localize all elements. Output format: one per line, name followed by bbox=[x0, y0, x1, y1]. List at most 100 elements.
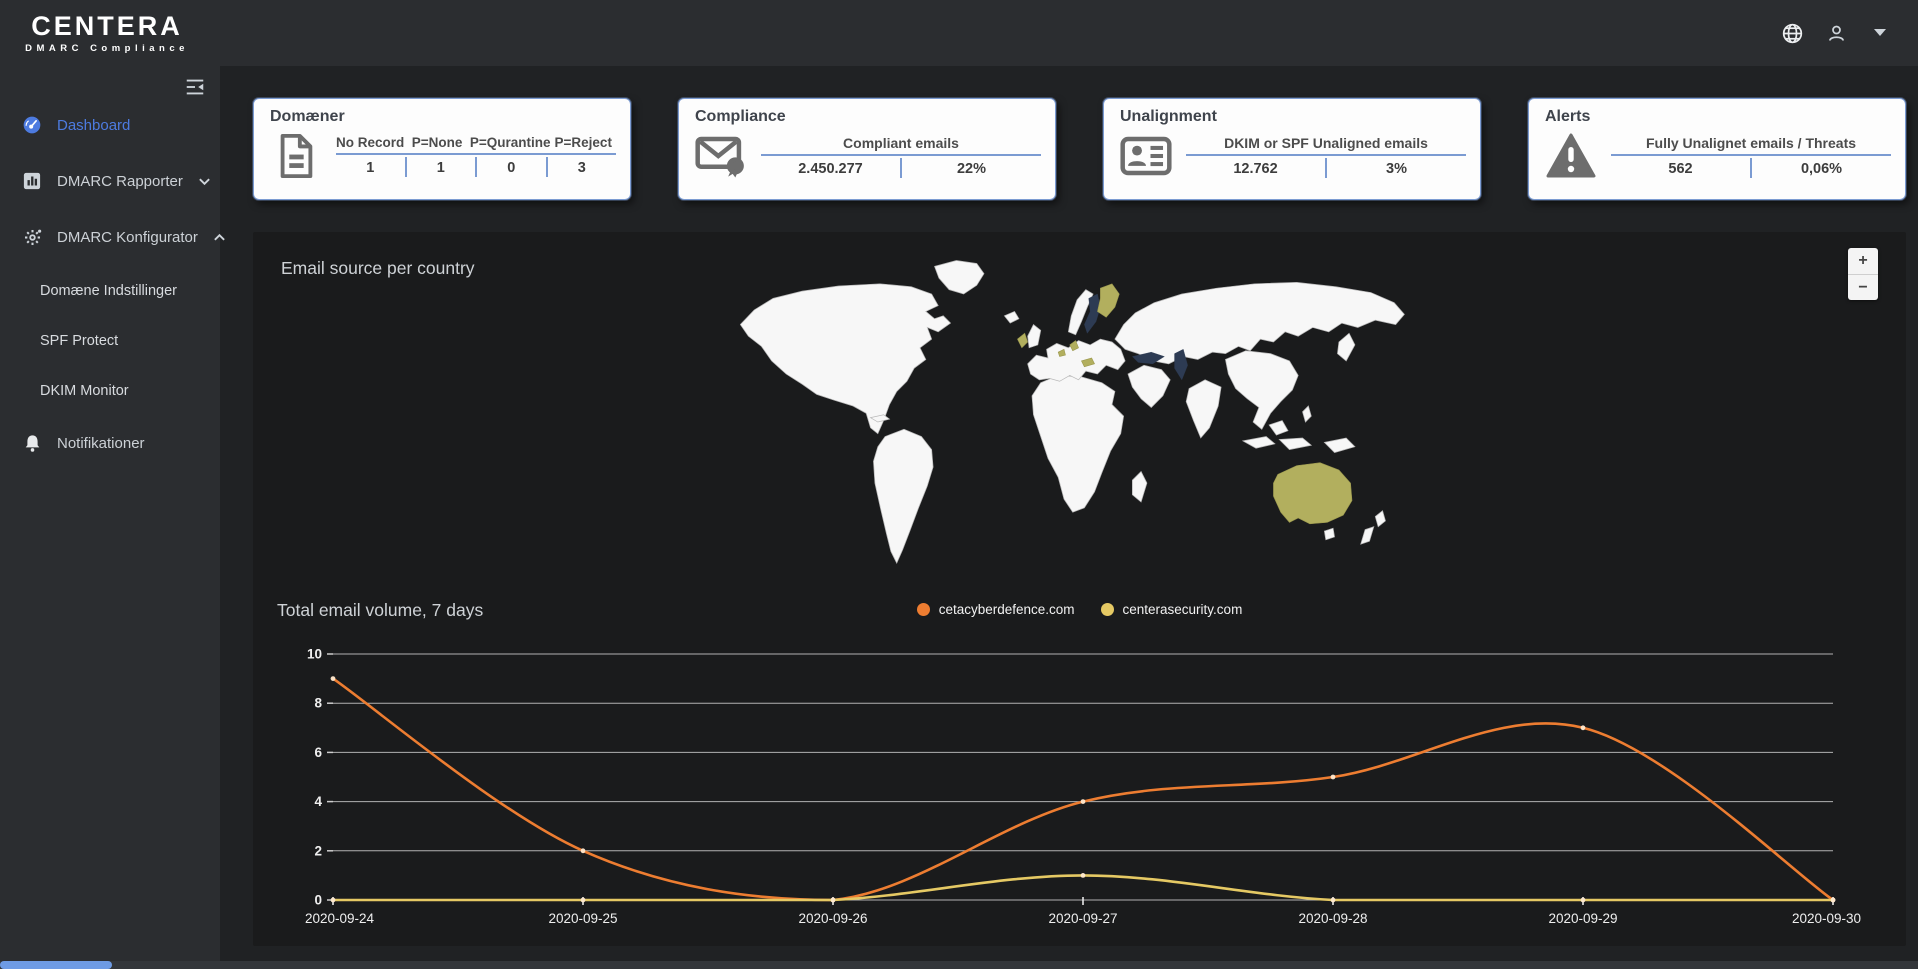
certified-mail-icon bbox=[695, 130, 747, 182]
card-value: 562 bbox=[1668, 160, 1693, 177]
sidebar-item-notifikationer[interactable]: Notifikationer bbox=[0, 428, 220, 458]
data-point bbox=[1330, 897, 1336, 903]
card-table: Compliant emails 2.450.277 22% bbox=[761, 135, 1041, 178]
card-column-value: 3 bbox=[545, 157, 617, 177]
map-finland bbox=[1096, 283, 1120, 318]
map-zoom-in-button[interactable]: + bbox=[1858, 252, 1868, 269]
card-alerts: Alerts Fully Unalignet emails / Threats 56… bbox=[1528, 98, 1906, 200]
x-tick-label: 2020-09-29 bbox=[1548, 911, 1617, 926]
globe-icon[interactable] bbox=[1780, 21, 1804, 45]
map-caspian-sea bbox=[1173, 349, 1188, 381]
card-divider-line bbox=[336, 153, 616, 155]
caret-down-icon[interactable] bbox=[1868, 21, 1892, 45]
sidebar-item-spf-protect[interactable]: SPF Protect bbox=[40, 333, 119, 349]
x-tick-label: 2020-09-27 bbox=[1048, 911, 1117, 926]
card-divider-line bbox=[761, 153, 1041, 156]
sidebar-item-dmarc-rapporter[interactable]: DMARC Rapporter bbox=[0, 166, 220, 196]
map-java bbox=[1277, 437, 1312, 451]
bell-icon bbox=[22, 433, 42, 453]
topbar-icons bbox=[1780, 21, 1918, 45]
user-icon[interactable] bbox=[1824, 21, 1848, 45]
card-title: Unalignment bbox=[1120, 108, 1217, 125]
sidebar-item-dmarc-konfigurator[interactable]: DMARC Konfigurator bbox=[0, 222, 225, 252]
data-point bbox=[1080, 873, 1086, 878]
menu-fold-icon[interactable] bbox=[184, 76, 206, 98]
card-title: Alerts bbox=[1545, 108, 1591, 125]
horizontal-scrollbar[interactable] bbox=[0, 961, 1918, 969]
card-column-header: P=None bbox=[411, 135, 463, 150]
data-point bbox=[330, 897, 336, 903]
card-value: 22% bbox=[900, 157, 1041, 178]
map-netherlands bbox=[1057, 348, 1066, 357]
world-map-svg bbox=[739, 260, 1405, 564]
card-domaener: Domæner No Record P=None P=Qurantine P=Rejec… bbox=[253, 98, 631, 200]
chevron-up-icon bbox=[213, 230, 226, 244]
data-point bbox=[1080, 799, 1086, 804]
legend-item-cetacyberdefence.com[interactable]: cetacyberdefence.com bbox=[916, 602, 1075, 617]
legend-dot bbox=[916, 603, 930, 616]
x-tick-label: 2020-09-26 bbox=[798, 911, 867, 926]
map-sweden bbox=[1083, 293, 1101, 334]
map-south-america bbox=[872, 428, 933, 564]
sidebar-item-dashboard[interactable]: Dashboard bbox=[0, 110, 220, 140]
map-asia bbox=[1113, 281, 1405, 365]
map-europe bbox=[1026, 338, 1126, 382]
dashboard-panel: Email source per country + − bbox=[253, 232, 1906, 946]
map-iceland bbox=[1003, 310, 1019, 324]
main-content: Domæner No Record P=None P=Qurantine P=Rejec… bbox=[220, 0, 1918, 946]
sidebar-item-label: DMARC Rapporter bbox=[57, 172, 183, 190]
map-sumatra bbox=[1241, 436, 1276, 449]
card-value: 3% bbox=[1325, 157, 1466, 178]
legend-label: cetacyberdefence.com bbox=[938, 602, 1075, 617]
map-australia bbox=[1272, 462, 1352, 525]
map-new-guinea bbox=[1323, 437, 1356, 453]
card-column-header: P=Qurantine bbox=[469, 135, 551, 150]
data-point bbox=[830, 897, 836, 903]
data-point bbox=[1580, 897, 1586, 903]
chevron-down-icon bbox=[198, 174, 211, 188]
card-title: Compliance bbox=[695, 108, 786, 125]
legend-label: centerasecurity.com bbox=[1122, 602, 1243, 617]
x-tick-label: 2020-09-25 bbox=[548, 911, 617, 926]
world-map[interactable] bbox=[253, 232, 1906, 566]
data-point bbox=[1330, 774, 1336, 780]
card-column-header: P=Reject bbox=[554, 135, 612, 150]
map-china-sea bbox=[1224, 350, 1299, 430]
sidebar-item-label: Notifikationer bbox=[57, 434, 145, 452]
card-column-value: 1 bbox=[404, 157, 476, 177]
map-title: Email source per country bbox=[281, 258, 475, 278]
cards-row: Domæner No Record P=None P=Qurantine P=Rejec… bbox=[253, 98, 1906, 200]
card-body: Fully Unalignet emails / Threats 562 0,06% bbox=[1545, 130, 1891, 182]
card-values: 12.762 3% bbox=[1186, 157, 1466, 178]
data-point bbox=[330, 676, 336, 681]
data-point bbox=[580, 897, 586, 903]
sidebar: Dashboard DMARC Rapporter DMARC Konfigurat… bbox=[0, 66, 225, 969]
card-body: DKIM or SPF Unaligned emails 12.762 3% bbox=[1120, 130, 1466, 182]
card-body: Compliant emails 2.450.277 22% bbox=[695, 130, 1041, 182]
card-table: DKIM or SPF Unaligned emails 12.762 3% bbox=[1186, 135, 1466, 178]
card-column-value: 1 bbox=[366, 160, 375, 176]
map-greenland bbox=[933, 260, 984, 295]
horizontal-scrollbar-thumb[interactable] bbox=[0, 961, 112, 969]
card-divider-line bbox=[1186, 153, 1466, 156]
sidebar-item-domaene-indstillinger[interactable]: Domæne Indstillinger bbox=[40, 283, 178, 299]
dashboard-icon bbox=[22, 115, 42, 135]
id-card-icon bbox=[1120, 130, 1172, 182]
card-value: 0,06% bbox=[1750, 157, 1891, 178]
map-united-kingdom bbox=[1026, 323, 1041, 349]
sidebar-item-dkim-monitor[interactable]: DKIM Monitor bbox=[40, 383, 129, 399]
sidebar-nav: Dashboard DMARC Rapporter DMARC Konfigurat… bbox=[0, 66, 225, 458]
map-section: Email source per country + − bbox=[253, 232, 1906, 584]
map-zoom-out-button[interactable]: − bbox=[1848, 274, 1878, 300]
card-unalignment: Unalignment DKIM or SPF Unaligned emails 1… bbox=[1103, 98, 1481, 200]
sidebar-item-label: DMARC Konfigurator bbox=[57, 228, 198, 246]
map-africa bbox=[1031, 375, 1124, 513]
legend-item-centerasecurity.com[interactable]: centerasecurity.com bbox=[1100, 602, 1243, 617]
map-middle-east bbox=[1127, 364, 1171, 408]
card-column-headers: No Record P=None P=Qurantine P=Reject bbox=[336, 135, 616, 150]
x-tick-label: 2020-09-30 bbox=[1792, 911, 1861, 926]
y-tick-label: 2 bbox=[314, 843, 322, 858]
map-japan bbox=[1336, 332, 1355, 362]
document-icon bbox=[270, 130, 322, 182]
y-tick-label: 8 bbox=[314, 696, 322, 711]
